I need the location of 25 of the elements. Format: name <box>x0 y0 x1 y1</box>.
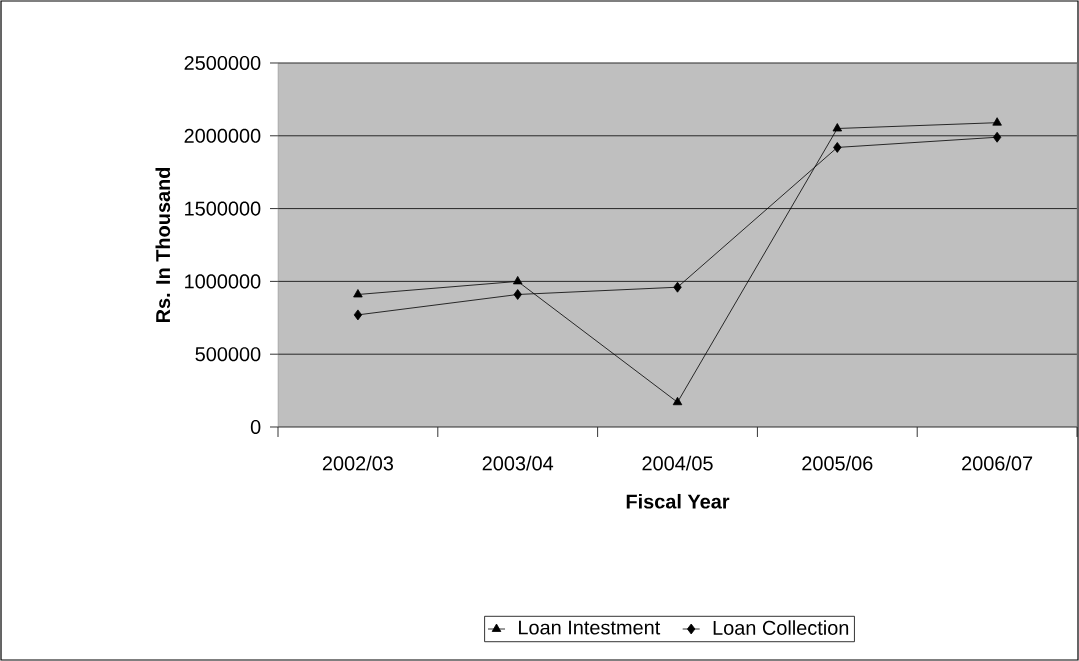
point <box>513 289 522 300</box>
y-tick-label: 0 <box>250 419 261 435</box>
point <box>992 131 1002 143</box>
x-tick-label: 2003/04 <box>482 455 554 471</box>
y-axis-title: Rs. In Thousand <box>155 167 171 323</box>
point <box>672 396 683 406</box>
x-tick-label: 2004/05 <box>642 455 713 471</box>
point <box>833 142 842 153</box>
y-tick-label: 2000000 <box>184 128 261 143</box>
point <box>512 275 523 285</box>
legend-label: Loan Intestment <box>519 620 661 635</box>
y-tick-label: 2500000 <box>184 55 261 71</box>
x-tick-label: 2006/07 <box>962 455 1033 471</box>
y-tick-label: 1500000 <box>185 201 261 216</box>
point <box>353 309 363 321</box>
y-tick-label: 500000 <box>195 347 261 362</box>
x-axis-title: Fiscal Year <box>626 493 730 509</box>
legend-label: Loan Collection <box>713 620 849 635</box>
point <box>353 289 363 298</box>
point <box>673 281 682 293</box>
point <box>832 123 843 132</box>
x-tick-label: 2002/03 <box>322 455 394 471</box>
y-tick-label: 1000000 <box>185 274 261 289</box>
x-tick-label: 2005/06 <box>802 455 873 471</box>
point <box>992 117 1002 126</box>
